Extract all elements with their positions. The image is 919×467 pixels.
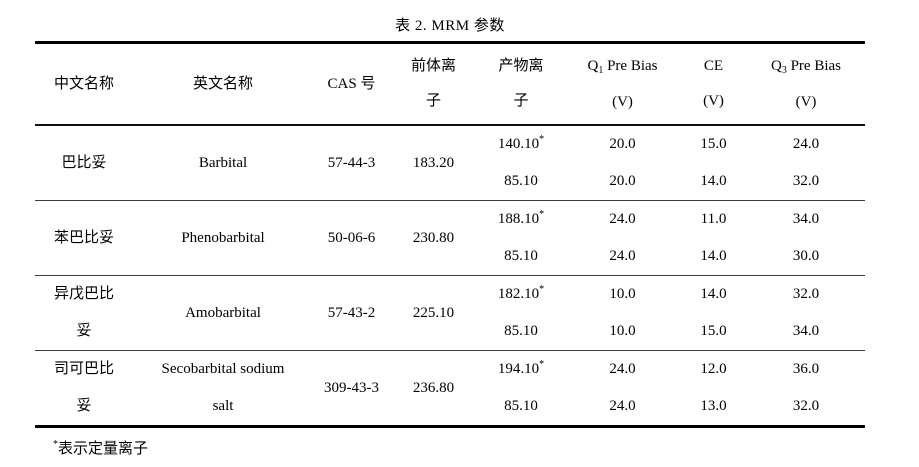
table-footnote: *表示定量离子 bbox=[53, 437, 919, 458]
cell-q1-pre-bias: 24.0 bbox=[609, 211, 636, 227]
cell-precursor-ion: 225.10 bbox=[412, 304, 455, 321]
cell-q3-pre-bias: 34.0 bbox=[792, 323, 820, 339]
cell-product-ion: 85.10 bbox=[504, 398, 538, 414]
cell-ce: 15.0 bbox=[700, 323, 727, 339]
col-header-product-ion: 产物离子 bbox=[498, 58, 544, 109]
cell-q1-pre-bias: 10.0 bbox=[609, 286, 636, 302]
cell-cn-name: 苯巴比妥 bbox=[53, 229, 114, 246]
cell-q3-pre-bias: 34.0 bbox=[792, 211, 820, 227]
quantifier-marker: * bbox=[539, 284, 545, 295]
cell-q3-pre-bias: 30.0 bbox=[792, 248, 820, 264]
document-page: 表 2. MRM 参数 中文名称 英文名称 CAS 号 前体离子 bbox=[0, 14, 919, 467]
cell-en-name: Phenobarbital bbox=[181, 229, 265, 246]
cell-ce: 12.0 bbox=[700, 361, 727, 377]
cell-cas: 50-06-6 bbox=[327, 229, 376, 246]
cell-cas: 57-43-2 bbox=[327, 304, 376, 321]
cell-precursor-ion: 236.80 bbox=[412, 379, 455, 396]
cell-ce: 14.0 bbox=[700, 286, 727, 302]
table-row-phenobarbital: 苯巴比妥 Phenobarbital 50-06-6 230.80 188.10… bbox=[35, 201, 865, 276]
table-row-barbital: 巴比妥 Barbital 57-44-3 183.20 140.10* 20.0… bbox=[35, 125, 865, 201]
cell-q1-pre-bias: 24.0 bbox=[609, 248, 636, 264]
col-header-precursor-ion: 前体离子 bbox=[410, 58, 456, 109]
cell-product-ion: 140.10* bbox=[497, 134, 545, 153]
cell-en-name: Barbital bbox=[198, 154, 248, 171]
cell-cn-name: 异戊巴比妥 bbox=[53, 286, 114, 339]
footnote-asterisk: * bbox=[53, 439, 58, 450]
cell-cn-name: 司可巴比妥 bbox=[53, 361, 114, 414]
quantifier-marker: * bbox=[539, 134, 545, 145]
col-header-cn-name: 中文名称 bbox=[53, 75, 114, 92]
cell-q3-pre-bias: 32.0 bbox=[792, 173, 820, 189]
cell-q3-pre-bias: 32.0 bbox=[792, 398, 820, 414]
footnote-text: 表示定量离子 bbox=[58, 441, 149, 457]
cell-en-name: Amobarbital bbox=[185, 304, 261, 321]
cell-cas: 309-43-3 bbox=[324, 379, 379, 396]
cell-product-ion: 182.10* bbox=[497, 284, 545, 303]
cell-ce: 14.0 bbox=[700, 173, 727, 189]
cell-q3-pre-bias: 36.0 bbox=[792, 361, 820, 377]
col-header-q3-pre-bias: Q3 Pre Bias (V) bbox=[770, 57, 841, 110]
cell-ce: 15.0 bbox=[700, 136, 727, 152]
cell-q1-pre-bias: 20.0 bbox=[609, 136, 636, 152]
cell-q1-pre-bias: 24.0 bbox=[609, 398, 636, 414]
cell-q3-pre-bias: 24.0 bbox=[792, 136, 820, 152]
cell-product-ion: 85.10 bbox=[504, 323, 538, 339]
quantifier-marker: * bbox=[539, 209, 545, 220]
cell-ce: 11.0 bbox=[700, 211, 727, 227]
col-header-q1-pre-bias: Q1 Pre Bias (V) bbox=[587, 57, 658, 110]
cell-ce: 14.0 bbox=[700, 248, 727, 264]
cell-cn-name: 巴比妥 bbox=[61, 154, 107, 171]
cell-product-ion: 194.10* bbox=[497, 359, 545, 378]
cell-precursor-ion: 183.20 bbox=[412, 154, 455, 171]
cell-ce: 13.0 bbox=[700, 398, 727, 414]
cell-q3-pre-bias: 32.0 bbox=[792, 286, 820, 302]
table-caption: 表 2. MRM 参数 bbox=[395, 18, 505, 34]
table-header: 中文名称 英文名称 CAS 号 前体离子 产物离子 Q1 Pre Bias bbox=[35, 43, 865, 125]
cell-cas: 57-44-3 bbox=[327, 154, 376, 171]
mrm-parameters-table: 中文名称 英文名称 CAS 号 前体离子 产物离子 Q1 Pre Bias bbox=[35, 41, 865, 428]
cell-q1-pre-bias: 24.0 bbox=[609, 361, 636, 377]
cell-en-name: Secobarbital sodium salt bbox=[161, 361, 285, 414]
cell-product-ion: 85.10 bbox=[504, 173, 538, 189]
col-header-en-name: 英文名称 bbox=[192, 75, 253, 92]
cell-q1-pre-bias: 10.0 bbox=[609, 323, 636, 339]
col-header-cas: CAS 号 bbox=[327, 75, 376, 92]
table-row-amobarbital: 异戊巴比妥 Amobarbital 57-43-2 225.10 182.10*… bbox=[35, 276, 865, 351]
cell-product-ion: 85.10 bbox=[504, 248, 538, 264]
quantifier-marker: * bbox=[539, 359, 545, 370]
table-row-secobarbital: 司可巴比妥 Secobarbital sodium salt 309-43-3 2… bbox=[35, 351, 865, 427]
col-header-ce: CE (V) bbox=[703, 58, 724, 109]
cell-product-ion: 188.10* bbox=[497, 209, 545, 228]
cell-precursor-ion: 230.80 bbox=[412, 229, 455, 246]
cell-q1-pre-bias: 20.0 bbox=[609, 173, 636, 189]
